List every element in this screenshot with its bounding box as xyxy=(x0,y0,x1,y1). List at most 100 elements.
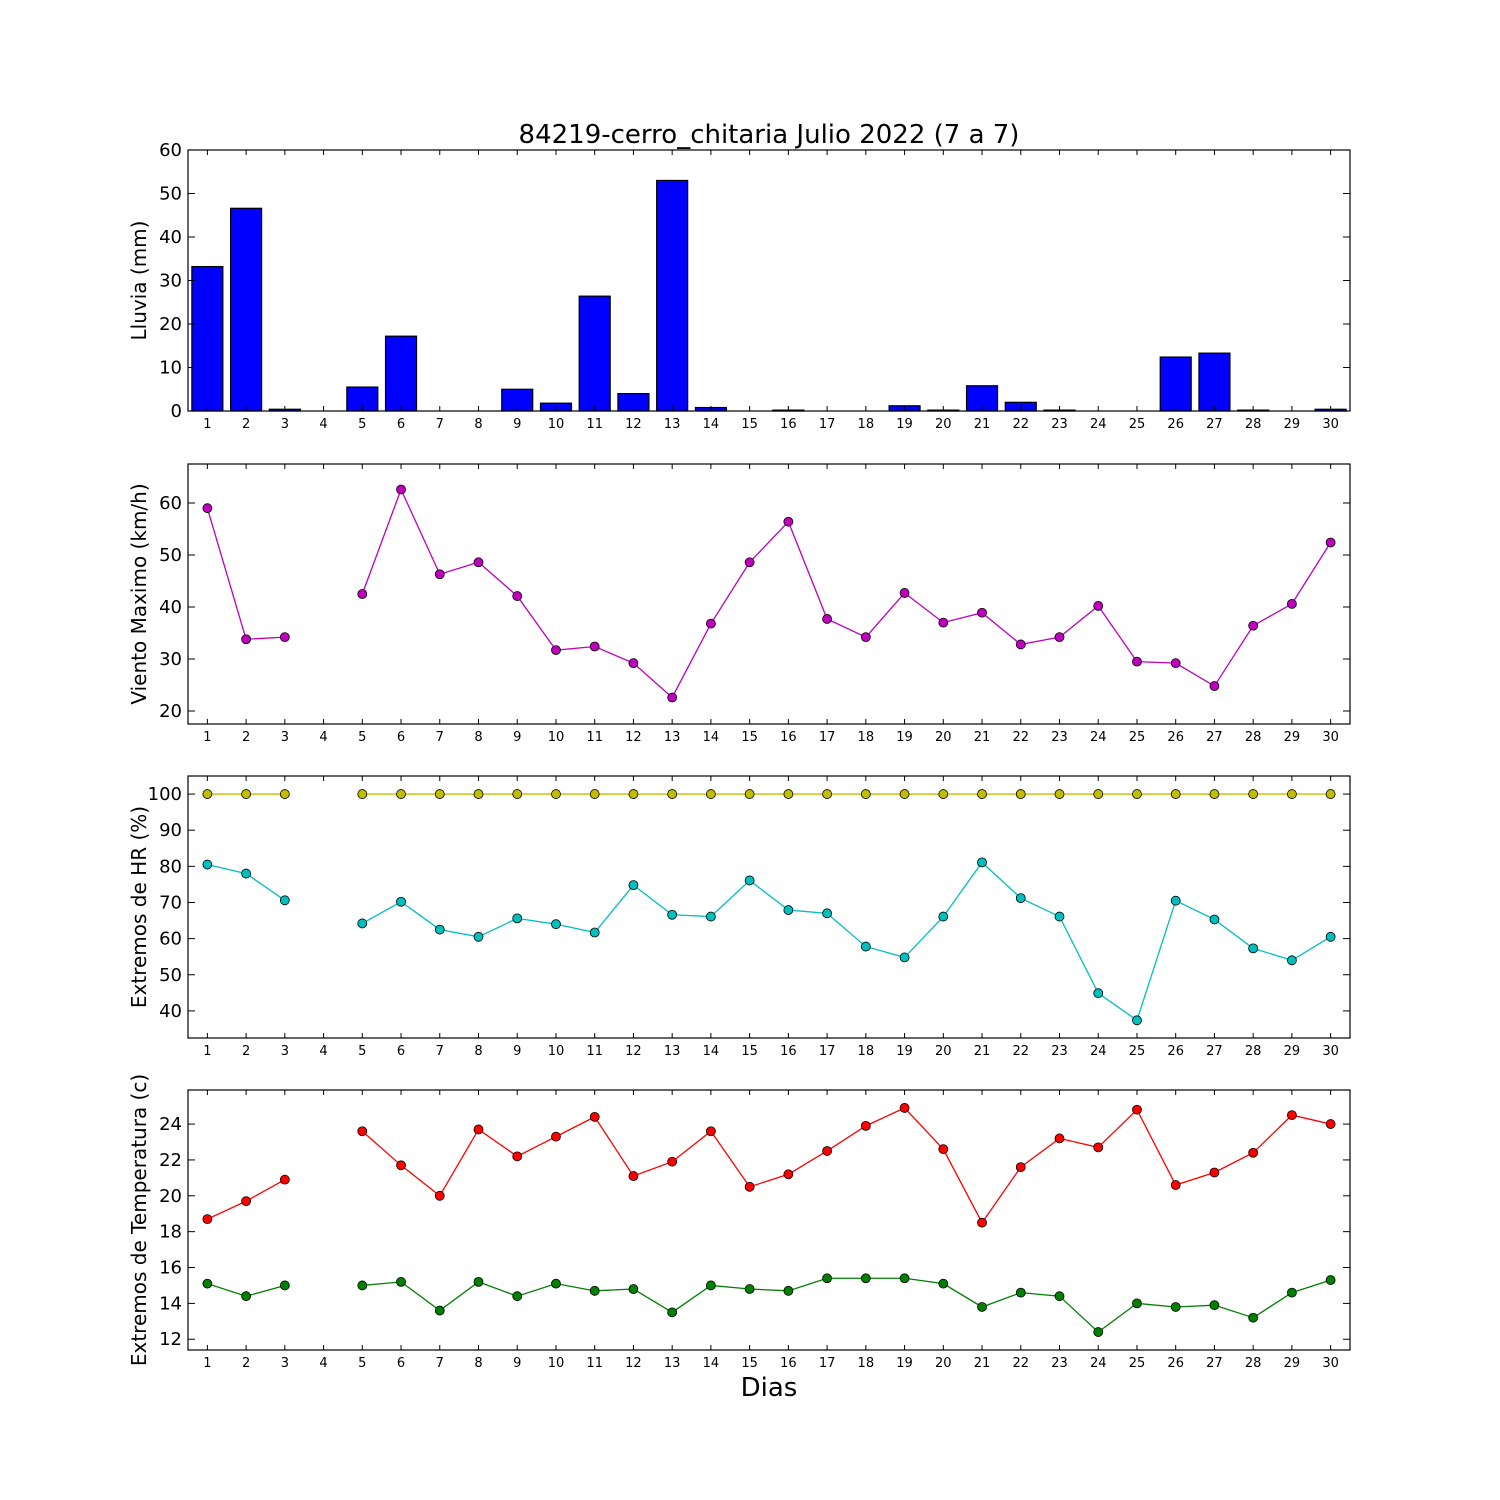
x-tick-label: 26 xyxy=(1167,730,1184,745)
x-tick-label: 12 xyxy=(625,417,642,432)
x-tick-label: 21 xyxy=(974,730,991,745)
series-2-point-day-14 xyxy=(706,1280,716,1291)
series-2-point-day-27 xyxy=(1209,914,1220,925)
x-tick-label: 30 xyxy=(1322,1044,1339,1059)
series-1-point-day-5 xyxy=(357,1126,368,1137)
y-tick-label: 30 xyxy=(159,649,182,670)
x-tick-label: 24 xyxy=(1090,1356,1107,1371)
series-1-point-day-2 xyxy=(241,634,252,645)
series-2-point-day-11 xyxy=(589,1285,600,1296)
series-1-point-day-1 xyxy=(202,503,213,514)
x-tick-label: 11 xyxy=(586,1356,603,1371)
x-tick-label: 22 xyxy=(1012,1044,1029,1059)
x-tick-label: 22 xyxy=(1012,730,1029,745)
x-tick-label: 3 xyxy=(281,1044,289,1059)
x-tick-label: 28 xyxy=(1245,417,1262,432)
x-tick-label: 9 xyxy=(513,730,521,745)
series-2-point-day-7 xyxy=(434,924,445,935)
series-1-point-day-21 xyxy=(977,607,987,618)
series-1-point-day-29 xyxy=(1287,598,1297,609)
x-tick-label: 25 xyxy=(1129,730,1146,745)
x-tick-label: 3 xyxy=(281,1356,289,1371)
x-tick-label: 17 xyxy=(819,417,836,432)
series-2-point-day-3 xyxy=(279,895,290,906)
series-1-point-day-15 xyxy=(744,1181,755,1192)
y-tick-label: 12 xyxy=(159,1329,182,1350)
y-tick-label: 30 xyxy=(159,271,182,292)
x-tick-label: 23 xyxy=(1051,417,1068,432)
series-1-point-day-6 xyxy=(396,1160,406,1171)
x-tick-label: 8 xyxy=(474,1356,482,1371)
x-tick-label: 1 xyxy=(203,730,211,745)
y-tick-label: 60 xyxy=(159,140,182,161)
series-1-point-day-28 xyxy=(1248,620,1259,631)
x-tick-label: 5 xyxy=(358,730,366,745)
series-2-point-day-20 xyxy=(938,911,949,922)
x-tick-label: 14 xyxy=(703,730,720,745)
series-1-point-day-7 xyxy=(434,569,445,580)
x-tick-label: 10 xyxy=(548,730,565,745)
x-tick-label: 29 xyxy=(1284,730,1301,745)
series-2-point-day-13 xyxy=(667,1307,678,1318)
axes-frame xyxy=(187,463,1351,725)
series-1-line-segment-2 xyxy=(361,1107,1331,1224)
series-2-point-day-11 xyxy=(589,927,600,938)
series-2-point-day-21 xyxy=(977,857,987,868)
axes-frame xyxy=(187,775,1351,1039)
y-tick-label: 60 xyxy=(159,493,182,514)
x-tick-label: 6 xyxy=(397,1356,405,1371)
series-1-point-day-13 xyxy=(667,1156,678,1167)
series-1-point-day-7 xyxy=(434,789,445,799)
x-tick-label: 30 xyxy=(1322,417,1339,432)
y-tick-label: 60 xyxy=(159,929,182,950)
y-tick-label: 20 xyxy=(159,1186,182,1207)
series-1-point-day-9 xyxy=(512,1151,523,1162)
series-1-point-day-1 xyxy=(202,1214,213,1224)
series-2-point-day-15 xyxy=(744,875,755,886)
x-tick-label: 9 xyxy=(513,1356,521,1371)
series-1-point-day-26 xyxy=(1170,789,1181,799)
x-tick-label: 15 xyxy=(741,1356,758,1371)
x-tick-label: 1 xyxy=(203,417,211,432)
series-2-point-day-7 xyxy=(434,1305,445,1316)
series-1-point-day-24 xyxy=(1093,789,1104,799)
x-tick-label: 11 xyxy=(586,1044,603,1059)
x-tick-label: 11 xyxy=(586,730,603,745)
x-tick-label: 18 xyxy=(858,1044,875,1059)
x-tick-label: 6 xyxy=(397,1044,405,1059)
series-2-point-day-27 xyxy=(1209,1300,1220,1311)
x-tick-label: 3 xyxy=(281,417,289,432)
series-1-point-day-21 xyxy=(977,789,987,799)
series-1-point-day-16 xyxy=(783,516,794,527)
series-2-point-day-18 xyxy=(860,941,871,952)
x-tick-label: 9 xyxy=(513,417,521,432)
series-2-line-segment-2 xyxy=(362,1277,1331,1333)
x-tick-label: 27 xyxy=(1206,1356,1223,1371)
series-1-point-day-30 xyxy=(1325,789,1336,799)
series-2-point-day-15 xyxy=(744,1284,755,1294)
series-2-point-day-16 xyxy=(783,905,794,915)
series-1-point-day-14 xyxy=(706,1126,716,1137)
y-tick-label: 70 xyxy=(159,892,182,913)
series-2-point-day-19 xyxy=(899,952,910,963)
x-tick-label: 19 xyxy=(896,1044,913,1059)
series-1-point-day-18 xyxy=(860,632,871,643)
x-tick-label: 22 xyxy=(1012,1356,1029,1371)
series-2-point-day-30 xyxy=(1325,931,1336,942)
series-1-point-day-13 xyxy=(667,692,678,703)
series-1-point-day-12 xyxy=(628,658,639,669)
x-tick-label: 17 xyxy=(819,1356,836,1371)
series-1-point-day-14 xyxy=(706,789,716,799)
x-tick-label: 25 xyxy=(1129,417,1146,432)
x-tick-label: 26 xyxy=(1167,1356,1184,1371)
y-tick-label: 40 xyxy=(159,227,182,248)
series-1-point-day-3 xyxy=(279,632,290,643)
series-2-point-day-18 xyxy=(860,1273,871,1284)
series-2-point-day-29 xyxy=(1287,1287,1297,1298)
x-tick-label: 21 xyxy=(974,1044,991,1059)
x-tick-label: 20 xyxy=(935,1356,952,1371)
y-axis-label: Extremos de Temperatura (c) xyxy=(127,1074,151,1366)
x-tick-label: 2 xyxy=(242,730,250,745)
